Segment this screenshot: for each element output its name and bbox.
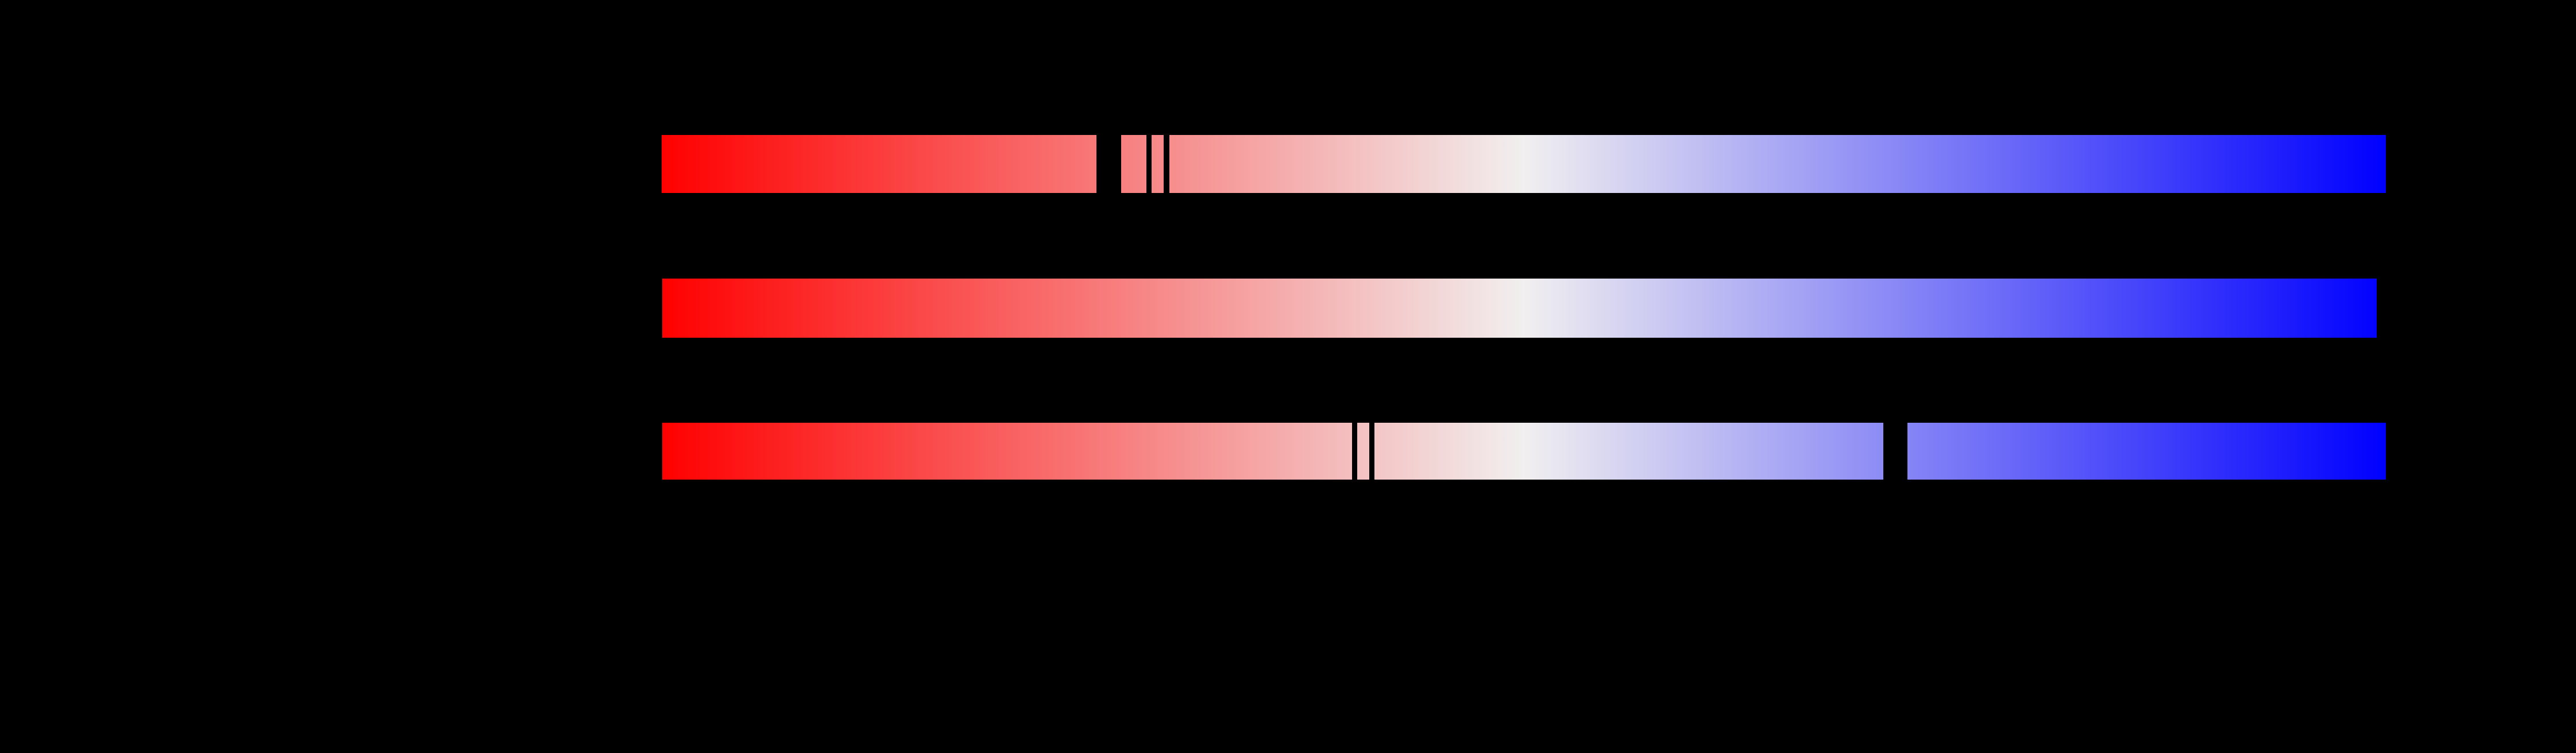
gradient-bar-segment	[662, 423, 1352, 480]
colormap-fill	[662, 423, 1352, 480]
colormap-fill	[1374, 423, 1883, 480]
gradient-bar-segment	[1374, 423, 1883, 480]
gradient-bar-segment	[1169, 135, 2386, 193]
colormap-fill	[1907, 423, 2386, 480]
gradient-bar-row	[662, 423, 2386, 480]
colormap-fill	[662, 135, 1096, 193]
colormap-fill	[1121, 135, 1146, 193]
gradient-bar-segment	[1121, 135, 1146, 193]
gradient-bar-row	[662, 279, 2377, 338]
gradient-bar-segment	[1152, 135, 1164, 193]
gradient-bar-segment	[662, 135, 1096, 193]
colormap-fill	[662, 279, 2377, 338]
gradient-bar-segment	[1357, 423, 1369, 480]
colormap-fill	[1152, 135, 1164, 193]
gradient-bar-row	[662, 135, 2386, 193]
colormap-fill	[1357, 423, 1369, 480]
gradient-bar-segment	[662, 279, 2377, 338]
colormap-fill	[1169, 135, 2386, 193]
gradient-bar-segment	[1907, 423, 2386, 480]
